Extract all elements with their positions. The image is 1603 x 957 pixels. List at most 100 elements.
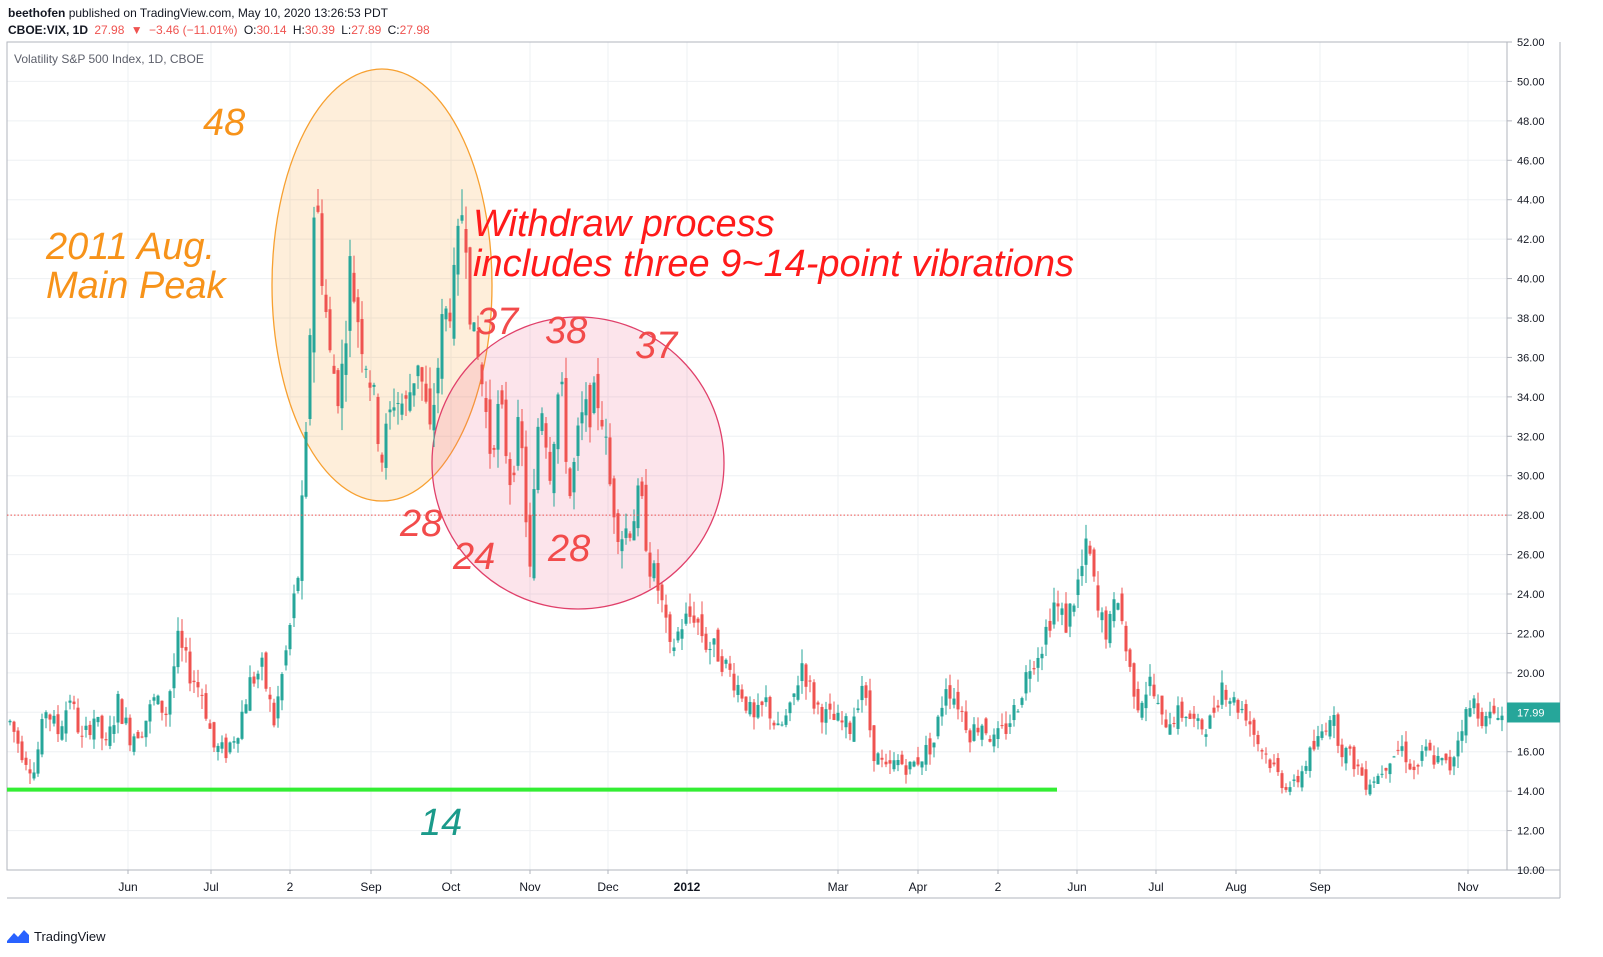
candle-down [1064,603,1068,633]
candle-down [1136,688,1140,711]
candle-up [1060,608,1064,615]
candle-up [1068,603,1072,627]
candle-up [152,697,156,701]
price-badge [1507,702,1560,723]
symbol-label[interactable]: CBOE:VIX, 1D [8,23,89,37]
candle-down [880,757,884,760]
open-value: 30.14 [256,23,287,37]
candle-up [228,742,232,753]
candle-down [1408,763,1412,770]
candle-down [1088,545,1092,554]
y-tick-label: 48.00 [1517,116,1545,128]
candle-up [308,335,312,419]
candle-up [996,728,1000,740]
candle-up [1372,781,1376,783]
change-down-icon: ▼ [130,23,143,37]
candle-down [1284,787,1288,790]
candle-down [916,757,920,765]
candle-down [1324,730,1328,732]
candle-down [76,707,80,733]
y-tick-label: 30.00 [1517,471,1545,483]
x-tick-label: Nov [1457,880,1478,894]
annotation-withdraw-line2: includes three 9~14-point vibrations [473,243,1074,285]
publish-info: beethofen published on TradingView.com, … [8,6,388,20]
candle-up [60,726,64,740]
candle-down [568,468,572,497]
candle-up [1148,676,1152,687]
candle-up [348,256,352,331]
candle-down [628,533,632,538]
candle-up [604,436,608,438]
x-tick-label: 2 [995,880,1002,894]
candle-up [536,426,540,490]
candle-up [652,563,656,579]
candle-down [524,446,528,523]
candle-up [940,707,944,717]
candle-up [1080,566,1084,577]
candle-down [668,614,672,642]
candle-down [732,673,736,691]
candle-up [908,761,912,770]
candle-up [1300,771,1304,788]
candle-up [1376,775,1380,784]
candle-down [1480,711,1484,727]
candle-down [600,419,604,427]
tradingview-footer[interactable]: TradingView [6,928,106,944]
candle-down [136,731,140,739]
y-tick-label: 38.00 [1517,313,1545,325]
candle-up [436,367,440,394]
candle-down [1152,684,1156,697]
candle-down [956,691,960,710]
candle-up [1500,715,1504,721]
candle-down [976,727,980,733]
x-tick-label: Sep [360,880,382,894]
candle-down [884,761,888,765]
candle-up [712,638,716,645]
candle-down [564,378,568,462]
candle-down [380,454,384,463]
candle-down [1352,746,1356,770]
candle-up [168,691,172,715]
candle-up [636,485,640,529]
candle-down [352,272,356,302]
candle-up [1204,734,1208,737]
candle-down [1264,753,1268,755]
x-tick-label: Apr [909,880,928,894]
author-name[interactable]: beethofen [8,6,66,20]
candle-up [912,761,916,767]
candle-down [184,647,188,651]
candle-down [88,724,92,736]
candle-down [1224,689,1228,700]
candle-down [740,689,744,699]
candle-down [324,294,328,313]
candle-down [1180,701,1184,718]
candle-down [268,694,272,700]
candle-up [116,693,120,723]
candle-up [284,650,288,666]
candle-up [1424,746,1428,751]
candle-up [1100,612,1104,621]
candle-down [404,395,408,399]
candle-up [440,314,444,379]
candle-down [872,725,876,762]
candle-down [868,690,872,731]
candle-up [672,647,676,652]
candle-up [40,719,44,755]
candle-down [688,606,692,617]
candle-down [1444,753,1448,761]
candle-up [724,659,728,664]
y-tick-label: 40.00 [1517,274,1545,286]
annotation-37-first: 37 [476,301,519,343]
candle-down [1360,767,1364,776]
candle-up [756,704,760,718]
candle-up [1076,579,1080,596]
candle-down [664,604,668,618]
candle-up [532,489,536,579]
candle-down [1000,725,1004,727]
candle-up [256,673,260,680]
candle-up [560,381,564,385]
y-tick-label: 32.00 [1517,431,1545,443]
candle-down [1096,585,1100,611]
candle-down [768,696,772,719]
candle-up [92,718,96,740]
